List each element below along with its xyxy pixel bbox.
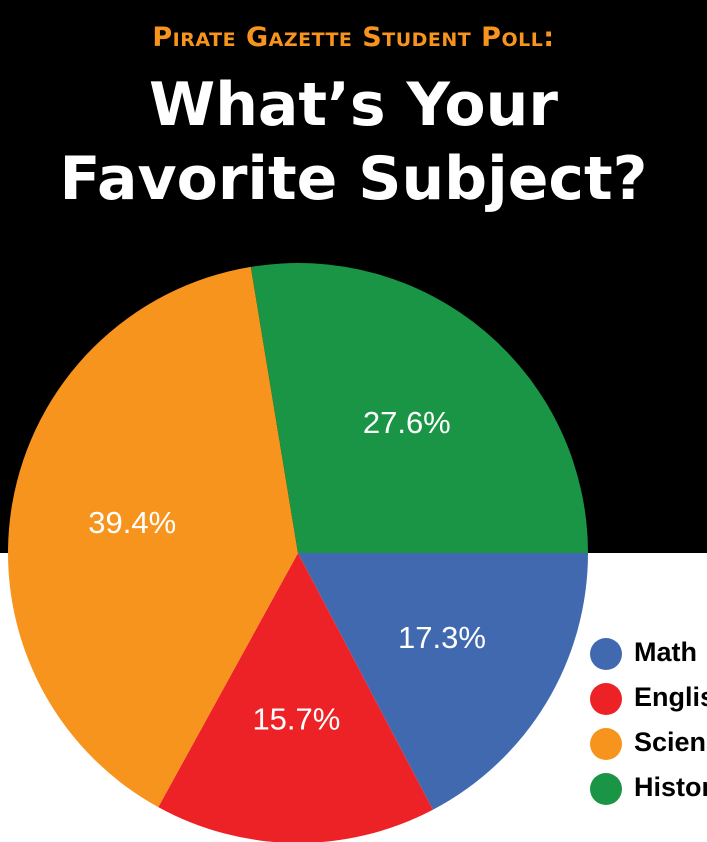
legend-swatch-science: [590, 728, 622, 760]
legend-label-math: Math: [634, 637, 697, 667]
legend-swatch-english: [590, 683, 622, 715]
slice-label-history: 27.6%: [363, 405, 451, 440]
pie-slices: [7, 262, 589, 842]
slice-label-math: 17.3%: [398, 620, 486, 655]
legend-label-history: History: [634, 772, 707, 802]
chart-title: What’s Your Favorite Subject?: [0, 68, 707, 216]
chart-title-line-1: What’s Your: [149, 70, 558, 140]
legend-label-english: English: [634, 682, 707, 712]
poll-kicker: Pirate Gazette Student Poll:: [152, 22, 555, 53]
slice-label-english: 15.7%: [252, 701, 340, 736]
pie-slice-science: [7, 266, 299, 808]
pie-slice-english: [158, 553, 433, 842]
pie-slice-labels: 17.3% 15.7% 39.4% 27.6%: [88, 405, 486, 736]
slice-label-science: 39.4%: [88, 505, 176, 540]
legend-swatch-history: [590, 773, 622, 805]
legend: Math English Science History: [590, 637, 707, 805]
legend-label-science: Science: [634, 727, 707, 757]
legend-swatch-math: [590, 638, 622, 670]
chart-title-line-2: Favorite Subject?: [59, 144, 648, 214]
pie-slice-history: [250, 262, 588, 553]
pie-slice-math: [298, 553, 589, 810]
